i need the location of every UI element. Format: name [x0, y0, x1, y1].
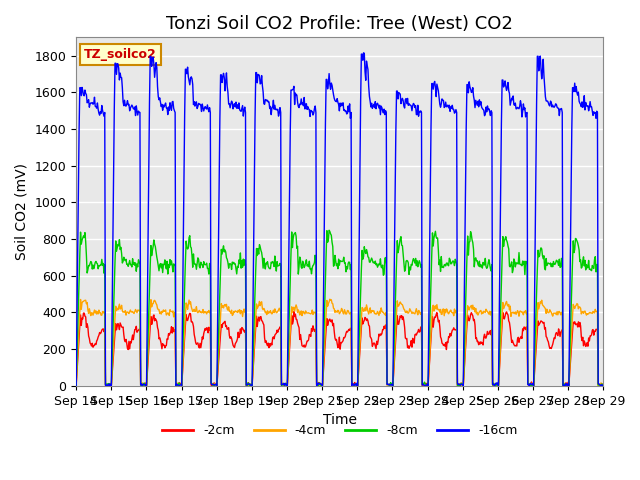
Title: Tonzi Soil CO2 Profile: Tree (West) CO2: Tonzi Soil CO2 Profile: Tree (West) CO2 [166, 15, 513, 33]
Y-axis label: Soil CO2 (mV): Soil CO2 (mV) [15, 163, 29, 260]
X-axis label: Time: Time [323, 413, 356, 427]
Text: TZ_soilco2: TZ_soilco2 [84, 48, 157, 61]
Legend: -2cm, -4cm, -8cm, -16cm: -2cm, -4cm, -8cm, -16cm [157, 419, 522, 442]
